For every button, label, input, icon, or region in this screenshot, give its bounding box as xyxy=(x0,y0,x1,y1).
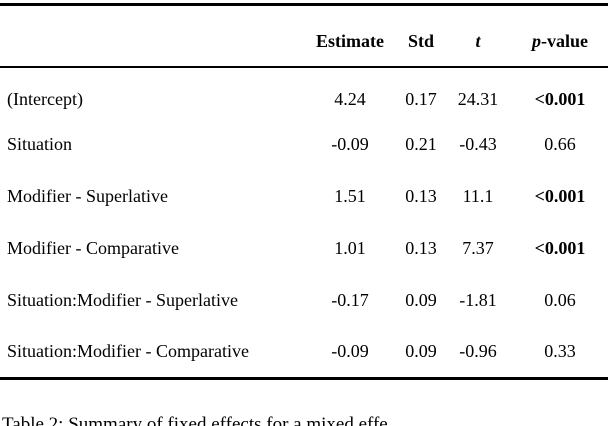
std-cell: 0.09 xyxy=(405,341,437,362)
row-label: Modifier - Superlative xyxy=(7,186,168,206)
col-header-std: Std xyxy=(398,4,444,68)
estimate-cell: -0.17 xyxy=(331,290,369,310)
table-row: Modifier - Comparative 1.01 0.13 7.37 <0… xyxy=(0,223,608,275)
p-cell: 0.66 xyxy=(544,134,576,154)
t-cell: -0.96 xyxy=(459,341,497,362)
std-cell: 0.09 xyxy=(405,290,437,310)
std-cell: 0.17 xyxy=(405,88,437,109)
p-cell: <0.001 xyxy=(534,238,586,258)
header-row: Estimate Std t p-value xyxy=(0,4,608,68)
std-cell: 0.13 xyxy=(405,186,437,206)
col-header-t: t xyxy=(444,4,512,68)
p-header-italic: p xyxy=(532,31,541,52)
estimate-cell: 4.24 xyxy=(334,88,366,109)
p-cell: 0.33 xyxy=(544,341,576,362)
t-cell: -0.43 xyxy=(459,134,497,154)
table-row: Modifier - Superlative 1.51 0.13 11.1 <0… xyxy=(0,171,608,223)
p-cell: <0.001 xyxy=(534,186,586,206)
table-caption: Table 2: Summary of fixed effects for a … xyxy=(2,414,388,426)
estimate-cell: -0.09 xyxy=(331,341,369,362)
estimate-cell: -0.09 xyxy=(331,134,369,154)
t-cell: -1.81 xyxy=(459,290,497,310)
table-body: (Intercept) 4.24 0.17 24.31 <0.001 Situa… xyxy=(0,67,608,379)
table-row: Situation:Modifier - Comparative -0.09 0… xyxy=(0,327,608,379)
t-cell: 7.37 xyxy=(462,238,494,258)
p-cell: <0.001 xyxy=(534,88,586,109)
std-cell: 0.13 xyxy=(405,238,437,258)
row-label: Situation:Modifier - Superlative xyxy=(7,290,238,310)
table-header: Estimate Std t p-value xyxy=(0,4,608,68)
row-label: (Intercept) xyxy=(7,88,83,109)
row-label: Situation:Modifier - Comparative xyxy=(7,341,249,362)
t-header-label: t xyxy=(475,31,481,52)
table-row: Situation:Modifier - Superlative -0.17 0… xyxy=(0,275,608,327)
row-label: Modifier - Comparative xyxy=(7,238,179,258)
table-row: Situation -0.09 0.21 -0.43 0.66 xyxy=(0,119,608,171)
row-label: Situation xyxy=(7,134,73,154)
t-cell: 24.31 xyxy=(457,88,499,109)
estimate-cell: 1.51 xyxy=(334,186,366,206)
col-header-term xyxy=(0,4,302,68)
p-cell: 0.06 xyxy=(544,290,576,310)
fixed-effects-table: Estimate Std t p-value (Intercept) 4.24 … xyxy=(0,3,608,380)
p-header-suffix: -value xyxy=(541,31,588,52)
col-header-p-value: p-value xyxy=(512,4,608,68)
t-cell: 11.1 xyxy=(462,186,494,206)
col-header-estimate: Estimate xyxy=(302,4,398,68)
std-cell: 0.21 xyxy=(405,134,437,154)
estimate-cell: 1.01 xyxy=(334,238,366,258)
table-row: (Intercept) 4.24 0.17 24.31 <0.001 xyxy=(0,67,608,119)
